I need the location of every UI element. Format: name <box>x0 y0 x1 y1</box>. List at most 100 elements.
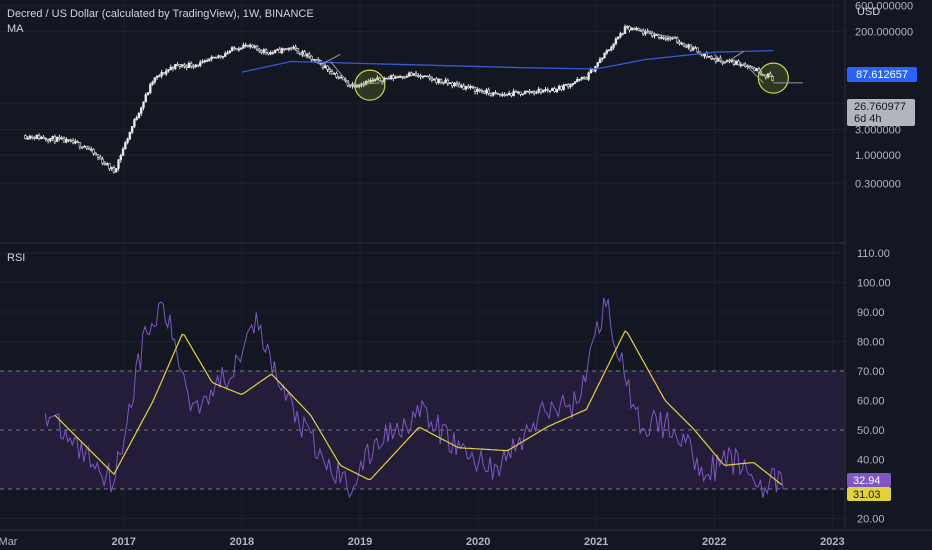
price-tick-label: 200.000000 <box>855 26 913 38</box>
candle-body <box>503 94 506 96</box>
candle-body <box>208 58 211 61</box>
candle-body <box>526 90 529 93</box>
candle-body <box>187 63 191 68</box>
candle-body <box>394 76 397 79</box>
candle-body <box>598 58 602 64</box>
candle-body <box>205 60 209 62</box>
candle-body <box>112 167 116 173</box>
candle-body <box>87 147 91 150</box>
annotations <box>290 30 803 101</box>
candle-body <box>505 94 509 97</box>
candle-body <box>762 74 765 76</box>
candle-body <box>26 138 29 140</box>
candle-body <box>85 146 88 149</box>
candle-body <box>517 91 520 94</box>
candle-body <box>653 34 656 37</box>
time-tick-label: 2017 <box>112 536 136 548</box>
ma-indicator-label[interactable]: MA <box>7 23 24 35</box>
rsi-last-value: 32.94 <box>853 475 881 487</box>
candle-body <box>133 119 136 127</box>
rsi-ma-value-badge: 31.03 <box>847 487 891 501</box>
candle-body <box>514 90 518 93</box>
ma-value-badge: 87.612657 <box>847 67 917 82</box>
candle-body <box>237 48 241 51</box>
candle-body <box>414 73 418 76</box>
rsi-badge-bg <box>847 473 891 487</box>
candle-body <box>696 47 699 53</box>
candle-body <box>444 79 447 84</box>
candle-body <box>203 60 207 62</box>
candle-body <box>489 92 493 96</box>
candle-body <box>519 91 522 95</box>
candle-body <box>542 89 545 93</box>
candle-body <box>689 44 693 51</box>
candle-body <box>439 78 443 83</box>
rsi-tick-label: 70.00 <box>857 366 885 378</box>
rsi-axis[interactable]: 110.00 100.00 90.00 80.00 70.00 60.00 50.00 40.… <box>857 248 891 526</box>
symbol-title[interactable]: Decred / US Dollar (calculated by Tradin… <box>7 8 314 20</box>
candle-body <box>51 136 54 139</box>
candle-body <box>260 50 263 53</box>
trend-arrow <box>350 82 380 86</box>
candle-body <box>119 155 122 161</box>
price-tick-label: 600.000000 <box>855 1 913 13</box>
candle-body <box>92 148 95 154</box>
candle-body <box>501 94 504 96</box>
rsi-indicator-label[interactable]: RSI <box>7 252 25 264</box>
candle-body <box>487 89 490 94</box>
candle-body <box>473 86 477 92</box>
candle-body <box>164 70 168 75</box>
candle-body <box>271 52 275 54</box>
candle-body <box>258 48 261 52</box>
candle-body <box>623 26 627 34</box>
candle-body <box>137 113 141 118</box>
candle-body <box>451 82 454 87</box>
candle-body <box>589 69 593 74</box>
rsi-tick-label: 60.00 <box>857 396 885 408</box>
rsi-ma-line <box>54 330 783 486</box>
candle-body <box>183 64 186 67</box>
candle-body <box>769 73 772 77</box>
candle-body <box>576 79 579 83</box>
candle-body <box>750 66 754 69</box>
time-tick-label: 2020 <box>466 536 490 548</box>
candle-body <box>401 76 404 78</box>
candle-body <box>467 85 470 89</box>
candle-body <box>126 138 129 143</box>
candle-body <box>267 51 270 55</box>
candle-body <box>348 85 352 87</box>
highlight-circle <box>354 69 386 101</box>
candle-body <box>110 167 113 170</box>
candle-body <box>655 34 658 36</box>
candle-body <box>192 65 195 68</box>
rsi-tick-label: 110.00 <box>857 248 890 260</box>
time-tick-label: 2019 <box>348 536 372 548</box>
candle-body <box>201 61 204 63</box>
candle-body <box>339 76 343 79</box>
candle-body <box>603 52 606 59</box>
candle-body <box>707 56 711 58</box>
candle-body <box>580 77 584 80</box>
candle-body <box>146 92 150 96</box>
candle-body <box>700 54 704 57</box>
candle-body <box>214 56 218 59</box>
candle-body <box>644 30 647 35</box>
currency-label: USD <box>857 6 880 18</box>
candle-body <box>364 80 368 86</box>
candle-body <box>428 76 431 79</box>
rsi-line <box>44 297 784 499</box>
candle-body <box>619 33 622 38</box>
candle-body <box>405 75 409 78</box>
candle-body <box>389 75 393 79</box>
candle-body <box>566 84 570 88</box>
candle-body <box>621 33 624 35</box>
candle-body <box>660 37 663 39</box>
candle-body <box>630 27 633 31</box>
time-axis[interactable]: Mar 2017 2018 2019 2020 2021 2022 2023 <box>0 536 845 548</box>
candle-body <box>337 76 341 79</box>
candle-body <box>283 48 286 50</box>
candle-body <box>612 43 615 48</box>
candle-body <box>314 58 318 61</box>
